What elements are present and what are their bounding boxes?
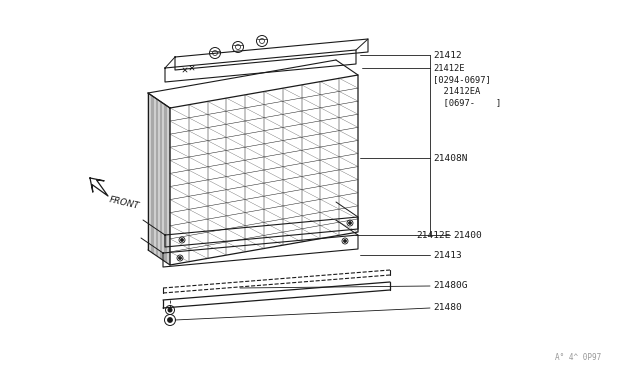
Text: 21412: 21412 [433, 51, 461, 60]
Text: 21480: 21480 [433, 304, 461, 312]
Text: 21480G: 21480G [433, 282, 467, 291]
Text: 21412E
[0294-0697]
  21412EA
  [0697-    ]: 21412E [0294-0697] 21412EA [0697- ] [433, 64, 501, 108]
Circle shape [168, 308, 172, 312]
Text: A° 4^ 0P97: A° 4^ 0P97 [555, 353, 601, 362]
Text: FRONT: FRONT [108, 195, 140, 211]
Text: 21408N: 21408N [433, 154, 467, 163]
Text: 21412E: 21412E [416, 231, 451, 240]
Circle shape [349, 222, 351, 224]
Text: 21413: 21413 [433, 250, 461, 260]
Circle shape [179, 257, 181, 259]
Circle shape [344, 240, 346, 242]
Text: 21400: 21400 [453, 231, 482, 240]
Circle shape [181, 239, 183, 241]
Circle shape [168, 318, 172, 322]
